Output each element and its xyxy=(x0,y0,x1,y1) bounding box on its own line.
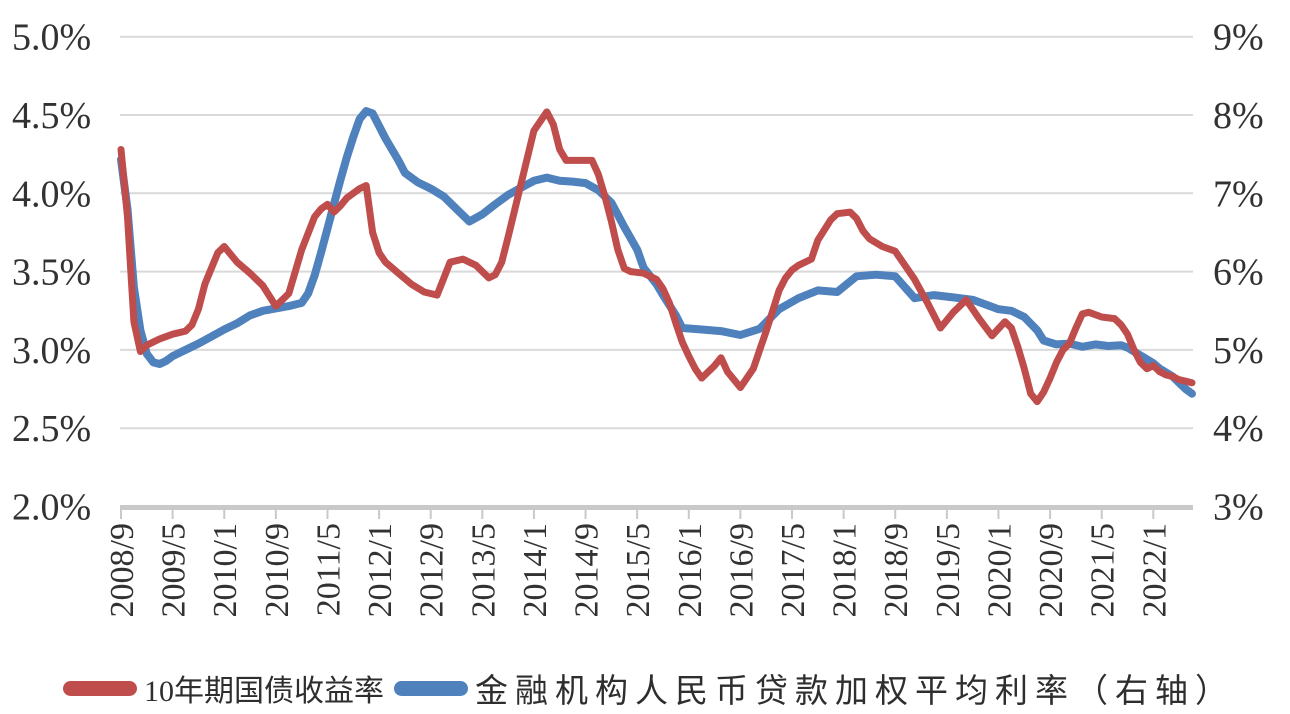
chart-legend: 10年期国债收益率 金融机构人民币贷款加权平均利率（右轴） xyxy=(63,668,1235,710)
x-axis-tick-label: 2019/5 xyxy=(930,523,967,617)
legend-label-treasury-yield: 10年期国债收益率 xyxy=(144,675,384,708)
right-axis-tick-label: 6% xyxy=(1213,252,1264,294)
x-axis-tick-label: 2012/9 xyxy=(414,523,451,617)
x-axis-tick-label: 2010/1 xyxy=(207,523,244,617)
left-axis-tick-label: 2.5% xyxy=(12,408,91,450)
x-axis-tick-label: 2020/9 xyxy=(1033,523,1070,617)
x-axis-tick-label: 2021/5 xyxy=(1085,523,1122,617)
x-axis-tick-label: 2016/1 xyxy=(672,523,709,617)
right-axis-tick-label: 3% xyxy=(1213,487,1264,529)
x-axis-tick-label: 2018/1 xyxy=(827,523,864,617)
series-line-treasury-yield xyxy=(117,108,1196,406)
left-axis-tick-label: 3.5% xyxy=(12,252,91,294)
x-axis-tick-label: 2011/5 xyxy=(310,523,347,616)
x-axis-tick-label: 2014/1 xyxy=(517,523,554,617)
right-axis-tick-label: 4% xyxy=(1213,408,1264,450)
left-axis-tick-label: 2.0% xyxy=(12,487,91,529)
x-axis-tick-label: 2017/5 xyxy=(775,523,812,617)
legend-marker-red-line xyxy=(63,680,137,696)
x-axis-tick-label: 2008/9 xyxy=(104,523,141,617)
x-axis-tick-label: 2013/5 xyxy=(465,523,502,617)
left-axis-tick-label: 5.0% xyxy=(12,17,91,59)
x-axis-tick-label: 2015/5 xyxy=(620,523,657,617)
right-axis-tick-label: 5% xyxy=(1213,330,1264,372)
series-line-loan-rate xyxy=(117,107,1196,398)
right-axis-tick-label: 9% xyxy=(1213,17,1264,59)
x-axis-tick-label: 2016/9 xyxy=(723,523,760,617)
right-axis-tick-label: 7% xyxy=(1213,173,1264,215)
left-axis-tick-label: 4.5% xyxy=(12,95,91,137)
legend-marker-blue-line xyxy=(394,680,468,696)
right-axis-tick-label: 8% xyxy=(1213,95,1264,137)
legend-label-loan-rate: 金融机构人民币贷款加权平均利率（右轴） xyxy=(475,674,1235,710)
x-axis-tick-label: 2014/9 xyxy=(569,523,606,617)
x-axis-tick-label: 2018/9 xyxy=(878,523,915,617)
x-axis-tick-label: 2022/1 xyxy=(1136,523,1173,617)
x-axis-tick-label: 2009/5 xyxy=(156,523,193,617)
left-axis-tick-label: 4.0% xyxy=(12,173,91,215)
x-axis-tick-label: 2012/1 xyxy=(362,523,399,617)
x-axis-tick-label: 2020/1 xyxy=(981,523,1018,617)
x-axis-tick-label: 2010/9 xyxy=(259,523,296,617)
left-axis-tick-label: 3.0% xyxy=(12,330,91,372)
